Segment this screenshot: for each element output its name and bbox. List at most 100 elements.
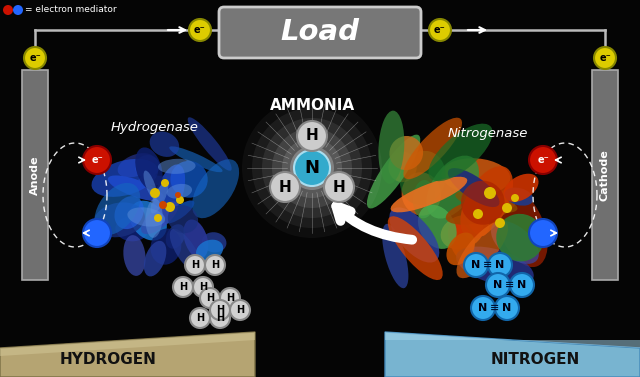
Circle shape — [272, 128, 352, 208]
Ellipse shape — [150, 182, 168, 213]
Ellipse shape — [93, 202, 145, 237]
Ellipse shape — [135, 155, 159, 178]
Ellipse shape — [166, 184, 192, 199]
Circle shape — [488, 253, 512, 277]
Circle shape — [220, 288, 240, 308]
Text: N: N — [495, 260, 504, 270]
Ellipse shape — [141, 201, 178, 234]
Ellipse shape — [92, 159, 158, 197]
Circle shape — [529, 219, 557, 247]
Circle shape — [252, 108, 372, 228]
Ellipse shape — [388, 216, 443, 280]
Circle shape — [175, 192, 181, 198]
Circle shape — [185, 255, 205, 275]
Ellipse shape — [390, 177, 467, 212]
Circle shape — [297, 121, 327, 151]
Ellipse shape — [455, 191, 518, 213]
Circle shape — [150, 188, 160, 198]
Circle shape — [473, 209, 483, 219]
Ellipse shape — [367, 135, 420, 208]
Text: = electron mediator: = electron mediator — [25, 6, 116, 14]
Circle shape — [324, 172, 354, 202]
Ellipse shape — [108, 175, 164, 201]
Circle shape — [511, 194, 519, 202]
Ellipse shape — [196, 240, 223, 261]
Ellipse shape — [145, 199, 163, 238]
Ellipse shape — [158, 159, 196, 174]
Text: N: N — [493, 280, 502, 290]
Ellipse shape — [130, 201, 167, 241]
Circle shape — [176, 196, 184, 204]
Ellipse shape — [135, 147, 163, 191]
Text: e⁻: e⁻ — [91, 155, 103, 165]
Circle shape — [471, 296, 495, 320]
Ellipse shape — [202, 232, 227, 253]
Ellipse shape — [115, 216, 148, 241]
Circle shape — [429, 19, 451, 41]
Circle shape — [3, 5, 13, 15]
Text: N: N — [472, 260, 481, 270]
Circle shape — [294, 150, 330, 186]
Ellipse shape — [143, 170, 157, 200]
Text: H: H — [196, 313, 204, 323]
Text: Anode: Anode — [30, 155, 40, 195]
Text: Nitrogenase: Nitrogenase — [448, 127, 528, 139]
Polygon shape — [385, 332, 640, 348]
Circle shape — [290, 146, 334, 190]
Polygon shape — [385, 332, 640, 377]
Ellipse shape — [389, 207, 439, 262]
Ellipse shape — [188, 117, 232, 171]
Ellipse shape — [504, 174, 538, 202]
Circle shape — [205, 255, 225, 275]
Text: N: N — [478, 303, 488, 313]
Ellipse shape — [138, 175, 168, 185]
Text: H: H — [216, 313, 224, 323]
Circle shape — [200, 288, 220, 308]
Circle shape — [262, 118, 362, 218]
Ellipse shape — [456, 247, 534, 286]
Ellipse shape — [461, 181, 505, 225]
Ellipse shape — [491, 221, 539, 264]
Text: ≡: ≡ — [506, 280, 515, 290]
Ellipse shape — [184, 219, 208, 259]
Ellipse shape — [124, 235, 145, 276]
Circle shape — [230, 300, 250, 320]
Text: e⁻: e⁻ — [599, 53, 611, 63]
Text: H: H — [206, 293, 214, 303]
Ellipse shape — [442, 158, 510, 194]
Circle shape — [210, 300, 230, 320]
Ellipse shape — [448, 168, 500, 207]
Ellipse shape — [192, 159, 239, 218]
Text: e⁻: e⁻ — [434, 25, 446, 35]
Ellipse shape — [447, 233, 475, 265]
Ellipse shape — [428, 124, 493, 181]
Text: ≡: ≡ — [483, 260, 493, 270]
Ellipse shape — [400, 151, 445, 205]
Circle shape — [464, 253, 488, 277]
Text: e⁻: e⁻ — [537, 155, 549, 165]
Circle shape — [510, 273, 534, 297]
Text: H: H — [226, 293, 234, 303]
Circle shape — [193, 277, 213, 297]
Polygon shape — [0, 332, 255, 356]
FancyArrowPatch shape — [336, 206, 412, 240]
Circle shape — [161, 179, 169, 187]
Circle shape — [486, 273, 510, 297]
Text: N: N — [502, 303, 511, 313]
Text: HYDROGEN: HYDROGEN — [60, 352, 156, 368]
Circle shape — [13, 5, 23, 15]
FancyBboxPatch shape — [22, 70, 48, 280]
Text: H: H — [278, 179, 291, 195]
Ellipse shape — [166, 224, 185, 248]
Circle shape — [83, 219, 111, 247]
Circle shape — [495, 296, 519, 320]
Circle shape — [159, 201, 167, 209]
Text: N: N — [517, 280, 527, 290]
Ellipse shape — [456, 221, 508, 278]
Text: H: H — [306, 129, 318, 144]
Circle shape — [24, 47, 46, 69]
Ellipse shape — [496, 214, 544, 261]
Ellipse shape — [496, 188, 548, 267]
Text: H: H — [211, 260, 219, 270]
Ellipse shape — [388, 152, 417, 182]
